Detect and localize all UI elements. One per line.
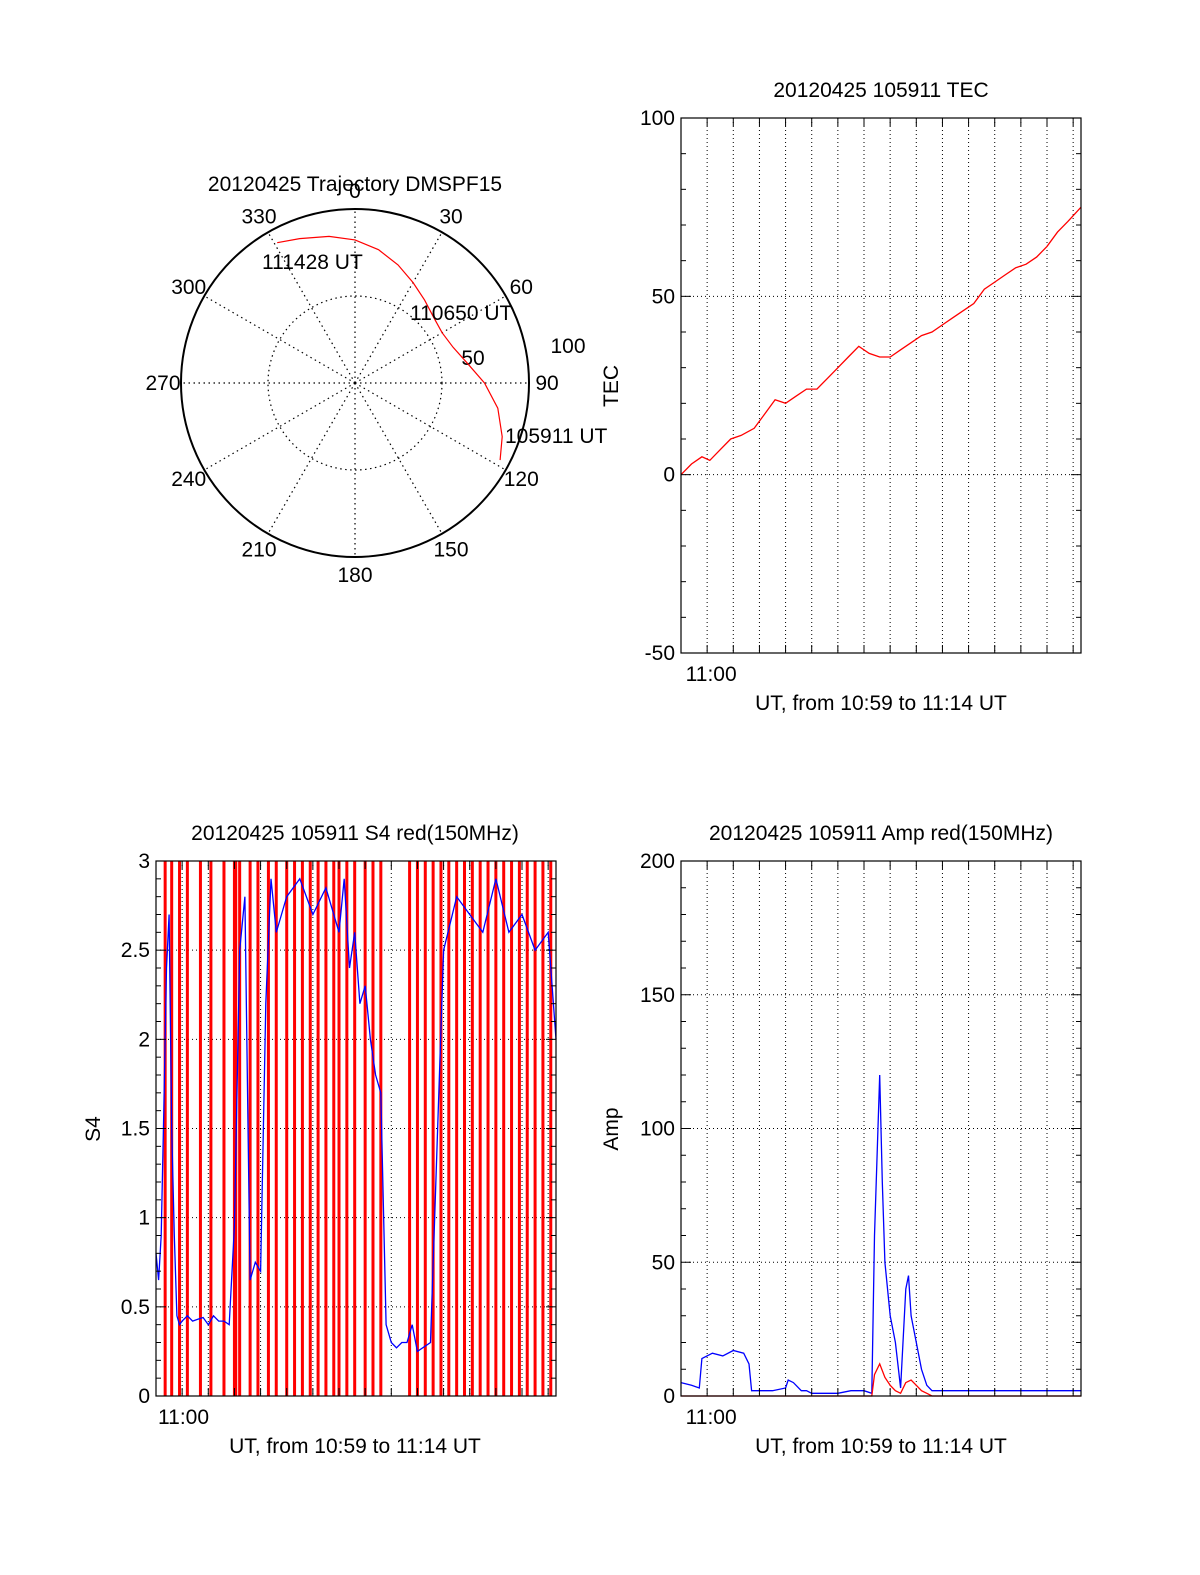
polar-annotation-end: 111428 UT: [262, 251, 363, 274]
amp-xtick-label: 11:00: [686, 1406, 737, 1429]
amp-ytick-label: 150: [640, 984, 675, 1007]
polar-title: 20120425 Trajectory DMSPF15: [208, 173, 502, 196]
tec-panel: 20120425 105911 TEC -50 0 50 100 11:00 UT, f…: [600, 79, 1082, 715]
amp-blue-series-line: [680, 1074, 1081, 1395]
s4-ytick-label: 0.5: [121, 1296, 150, 1319]
amp-ylabel: Amp: [600, 1107, 623, 1150]
s4-xtick-label: 11:00: [158, 1406, 209, 1429]
tec-xtick-label: 11:00: [686, 663, 737, 686]
amp-ytick-label: 50: [652, 1251, 675, 1274]
polar-azimuth-label: 30: [439, 206, 462, 229]
amp-xlabel: UT, from 10:59 to 11:14 UT: [755, 1435, 1007, 1458]
tec-ytick-label: -50: [645, 642, 675, 665]
polar-annotation-mid: 110650 UT: [410, 302, 513, 325]
s4-blue-series-line: [155, 877, 557, 1353]
polar-azimuth-label: 180: [337, 564, 372, 587]
s4-title: 20120425 105911 S4 red(150MHz): [191, 822, 519, 845]
polar-trajectory-line: [277, 235, 503, 461]
polar-azimuth-label: 330: [241, 206, 276, 229]
s4-ticks: 0 0.5 1 1.5 2 2.5 3 11:00: [121, 850, 556, 1429]
polar-azimuth-label: 0: [349, 180, 361, 203]
polar-azimuth-label: 210: [241, 538, 276, 561]
polar-radial-label-50: 50: [461, 347, 484, 370]
polar-spoke: [354, 295, 506, 384]
s4-ytick-label: 0: [138, 1385, 150, 1408]
amp-title: 20120425 105911 Amp red(150MHz): [709, 822, 1053, 845]
polar-azimuth-labels: 0 30 60 90 120 150 180 210 240 270 300 330: [145, 180, 558, 587]
polar-azimuth-label: 240: [171, 468, 206, 491]
amp-panel: 20120425 105911 Amp red(150MHz) 0 50 100 15…: [600, 822, 1082, 1458]
s4-ytick-label: 2: [138, 1028, 150, 1051]
polar-spoke: [204, 382, 356, 471]
tec-ticks: -50 0 50 100 11:00: [640, 107, 1081, 686]
polar-spoke: [354, 382, 506, 471]
polar-azimuth-label: 300: [171, 276, 206, 299]
polar-azimuth-label: 150: [433, 538, 468, 561]
polar-mid-ring: [267, 295, 443, 471]
s4-ytick-label: 1.5: [121, 1118, 150, 1141]
polar-annotation-start: 105911 UT: [505, 425, 608, 448]
tec-ytick-label: 50: [652, 285, 675, 308]
polar-spoke: [354, 232, 443, 384]
polar-radial-label-100: 100: [550, 335, 585, 358]
polar-azimuth-label: 90: [535, 372, 558, 395]
tec-title: 20120425 105911 TEC: [773, 79, 988, 102]
s4-ylabel: S4: [82, 1116, 105, 1142]
amp-ytick-label: 0: [663, 1385, 675, 1408]
s4-ytick-label: 1: [138, 1207, 150, 1230]
polar-azimuth-label: 60: [510, 276, 533, 299]
s4-ytick-label: 2.5: [121, 939, 150, 962]
s4-panel: 20120425 105911 S4 red(150MHz) 0 0.5 1 1.5 2…: [82, 822, 557, 1458]
polar-spokes: [181, 209, 529, 557]
s4-xlabel: UT, from 10:59 to 11:14 UT: [229, 1435, 481, 1458]
tec-ytick-label: 0: [663, 464, 675, 487]
tec-series-line: [680, 206, 1082, 476]
tec-ylabel: TEC: [600, 365, 623, 407]
polar-azimuth-label: 120: [504, 468, 539, 491]
polar-spoke: [204, 295, 356, 384]
tec-ytick-label: 100: [640, 107, 675, 130]
polar-panel: 20120425 Trajectory DMSPF15 0 30 60 90 120 15…: [145, 173, 607, 587]
polar-azimuth-label: 270: [145, 372, 180, 395]
tec-grid: [681, 117, 1081, 654]
tec-xlabel: UT, from 10:59 to 11:14 UT: [755, 692, 1007, 715]
polar-spoke: [267, 232, 356, 384]
polar-spoke: [354, 382, 443, 534]
polar-outer-ring: [180, 208, 530, 558]
tec-plot-frame: [680, 117, 1082, 654]
amp-ticks: 0 50 100 150 200 11:00: [640, 850, 1081, 1429]
amp-ytick-label: 200: [640, 850, 675, 873]
amp-red-series-line: [681, 1362, 1081, 1397]
amp-ytick-label: 100: [640, 1118, 675, 1141]
polar-spoke: [267, 382, 356, 534]
s4-ytick-label: 3: [138, 850, 150, 873]
